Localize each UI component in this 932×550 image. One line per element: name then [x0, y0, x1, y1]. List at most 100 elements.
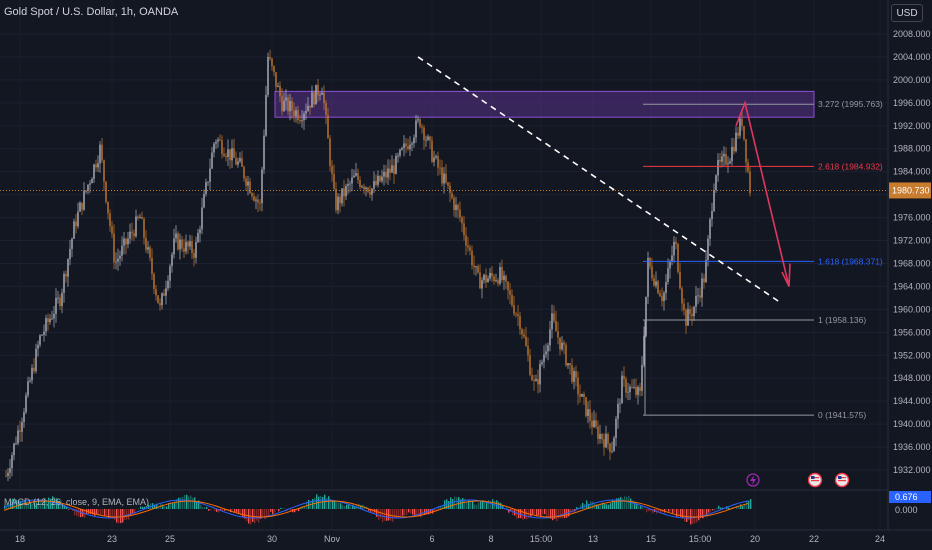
candle-body: [731, 146, 733, 162]
macd-histogram-bar: [402, 509, 404, 516]
candle-body: [723, 153, 725, 157]
candle-body: [189, 241, 191, 247]
candle-body: [329, 138, 331, 167]
candle-body: [465, 235, 467, 246]
candle-body: [493, 276, 495, 282]
macd-histogram-bar: [608, 504, 610, 509]
macd-histogram-bar: [218, 509, 220, 513]
macd-histogram-bar: [412, 509, 414, 515]
candle-body: [91, 178, 93, 184]
candle-body: [569, 363, 571, 366]
macd-histogram-bar: [94, 509, 96, 516]
macd-histogram-bar: [548, 509, 550, 518]
macd-histogram-bar: [156, 503, 158, 509]
macd-histogram-bar: [720, 507, 722, 509]
macd-histogram-bar: [540, 509, 542, 517]
price-tick-label: 1948.000: [893, 373, 931, 383]
macd-histogram-bar: [482, 500, 484, 509]
macd-histogram-bar: [188, 496, 190, 509]
candle-body: [271, 58, 273, 67]
macd-histogram-bar: [142, 506, 144, 509]
macd-histogram-bar: [16, 499, 18, 509]
candle-body: [463, 223, 465, 236]
candle-body: [657, 281, 659, 294]
price-tick-label: 1988.000: [893, 144, 931, 154]
macd-histogram-bar: [382, 509, 384, 523]
candle-body: [541, 362, 543, 364]
candle-body: [573, 371, 575, 382]
candle-body: [529, 355, 531, 375]
macd-histogram-bar: [414, 509, 416, 517]
candle-body: [251, 193, 253, 197]
macd-histogram-bar: [250, 509, 252, 525]
macd-histogram-bar: [296, 509, 298, 511]
macd-zero-label: 0.000: [895, 505, 918, 515]
candle-body: [113, 233, 115, 263]
candle-body: [491, 272, 493, 277]
candle-body: [199, 229, 201, 233]
candle-body: [319, 94, 321, 96]
us-flag-stripe: [811, 477, 819, 479]
macd-histogram-bar: [232, 509, 234, 511]
time-tick-label: 15:00: [530, 534, 553, 544]
macd-histogram-bar: [560, 509, 562, 519]
candle-body: [393, 165, 395, 174]
macd-histogram-bar: [272, 509, 274, 515]
macd-histogram-bar: [510, 509, 512, 512]
fib-level-label: 0 (1941.575): [818, 410, 866, 420]
candle-body: [351, 177, 353, 184]
candle-body: [67, 259, 69, 277]
candle-body: [19, 430, 21, 432]
candle-body: [747, 162, 749, 172]
candle-body: [109, 213, 111, 227]
macd-histogram-bar: [496, 500, 498, 509]
macd-histogram-bar: [210, 509, 212, 511]
candle-body: [117, 258, 119, 262]
macd-histogram-bar: [610, 503, 612, 509]
macd-histogram-bar: [500, 502, 502, 509]
candle-body: [527, 345, 529, 356]
macd-histogram-bar: [468, 500, 470, 509]
candle-body: [9, 468, 11, 473]
macd-histogram-bar: [582, 502, 584, 509]
candle-body: [13, 443, 15, 456]
price-tick-label: 1956.000: [893, 327, 931, 337]
macd-histogram-bar: [28, 504, 30, 509]
candle-body: [101, 144, 103, 161]
candle-body: [559, 337, 561, 350]
candle-body: [59, 297, 61, 307]
candle-body: [721, 156, 723, 162]
candle-body: [373, 181, 375, 189]
candle-body: [241, 158, 243, 167]
macd-histogram-bar: [174, 501, 176, 509]
candle-body: [243, 166, 245, 179]
lightning-icon-glyph: [750, 475, 756, 485]
macd-histogram-bar: [630, 498, 632, 509]
candle-body: [739, 118, 741, 136]
macd-histogram-bar: [252, 509, 254, 522]
candle-body: [279, 85, 281, 97]
candle-body: [415, 120, 417, 138]
macd-histogram-bar: [126, 509, 128, 520]
time-tick-label: 8: [488, 534, 493, 544]
drawings: [0, 56, 888, 488]
macd-histogram-bar: [544, 509, 546, 515]
candle-body: [171, 254, 173, 267]
macd-histogram-bar: [672, 509, 674, 514]
macd-histogram-bar: [104, 509, 106, 516]
macd-histogram-bar: [748, 500, 750, 509]
candle-body: [201, 207, 203, 230]
candle-body: [177, 233, 179, 250]
macd-histogram-bar: [694, 509, 696, 524]
candle-body: [225, 156, 227, 157]
candle-body: [37, 344, 39, 349]
currency-button[interactable]: USD: [891, 4, 923, 22]
macd-histogram-bar: [24, 500, 26, 509]
candle-body: [323, 92, 325, 104]
candle-body: [123, 238, 125, 246]
candle-body: [599, 434, 601, 439]
candle-body: [365, 187, 367, 190]
us-flag-stripe: [838, 480, 846, 482]
candle-body: [259, 202, 261, 204]
